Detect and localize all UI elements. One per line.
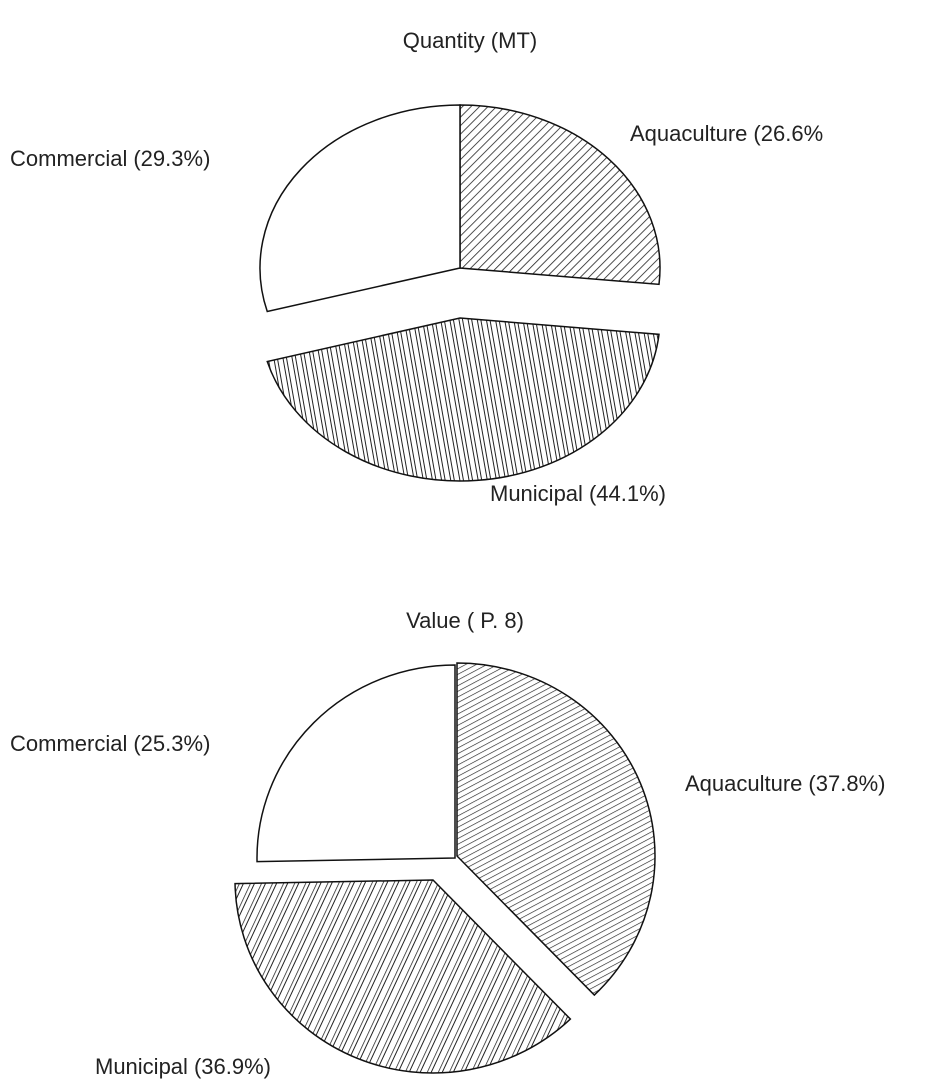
slice-label: Municipal (44.1%) <box>490 481 666 506</box>
category-name: Municipal <box>490 481 583 506</box>
slice-label: Commercial (25.3%) <box>10 731 210 756</box>
pie-slice <box>456 662 656 997</box>
value-label: (44.1%) <box>589 481 666 506</box>
pie-slice <box>259 104 461 313</box>
value-label: (29.3%) <box>133 146 210 171</box>
category-name: Aquaculture <box>630 121 747 146</box>
value-label: (36.9%) <box>194 1054 271 1079</box>
category-name: Aquaculture <box>685 771 802 796</box>
chart-title: Value ( P. 8) <box>406 608 524 633</box>
pie-slice <box>256 664 456 863</box>
value-label: (25.3%) <box>133 731 210 756</box>
slice-label: Commercial (29.3%) <box>10 146 210 171</box>
category-name: Municipal <box>95 1054 188 1079</box>
chart-title: Quantity (MT) <box>403 28 537 53</box>
slice-label: Municipal (36.9%) <box>95 1054 271 1079</box>
value-label: (26.6% <box>753 121 823 146</box>
pie-slice <box>459 104 661 286</box>
slice-label: Aquaculture (37.8%) <box>685 771 885 796</box>
category-name: Commercial <box>10 146 127 171</box>
pie-chart: Value ( P. 8) Aquaculture (37.8%) Municipal… <box>10 608 885 1079</box>
value-label: (37.8%) <box>808 771 885 796</box>
slice-label: Aquaculture (26.6% <box>630 121 823 146</box>
pie-slice <box>234 879 572 1074</box>
pie-slice <box>266 317 660 482</box>
pie-chart: Quantity (MT)Aquaculture (26.6%Municipal(… <box>10 28 823 506</box>
category-name: Commercial <box>10 731 127 756</box>
